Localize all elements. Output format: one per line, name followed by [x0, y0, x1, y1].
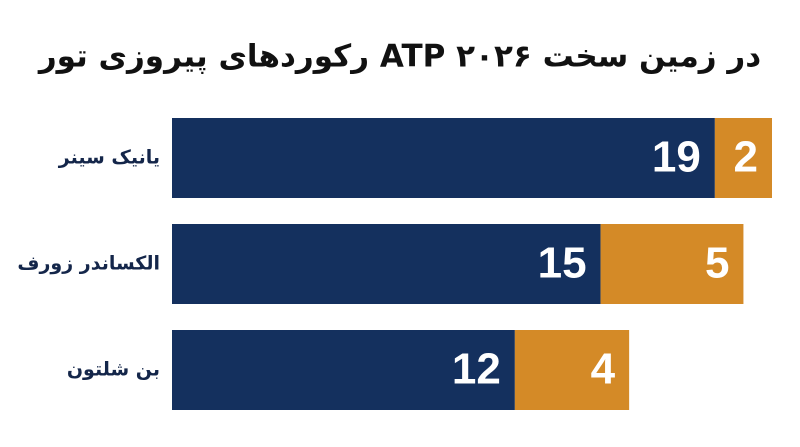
value-label: 19	[652, 133, 701, 182]
category-label: بن شلتون	[67, 359, 160, 381]
category-label: الکساندر زورف	[17, 253, 160, 275]
bar-segment	[172, 330, 515, 410]
value-label: 15	[538, 239, 587, 288]
category-label: یانیک سینر	[58, 147, 160, 169]
value-label: 5	[705, 239, 729, 288]
bar-segment	[172, 224, 601, 304]
value-label: 4	[591, 345, 616, 394]
chart-title: رکوردهای پیروزی تور ATP در زمین سخت ۲۰۲۶	[37, 39, 761, 75]
bar-segment	[714, 118, 772, 198]
bar-segment	[172, 118, 715, 198]
value-label: 12	[452, 345, 501, 394]
bar-segment	[600, 224, 744, 304]
value-label: 2	[734, 133, 758, 182]
bar-segment	[514, 330, 630, 410]
